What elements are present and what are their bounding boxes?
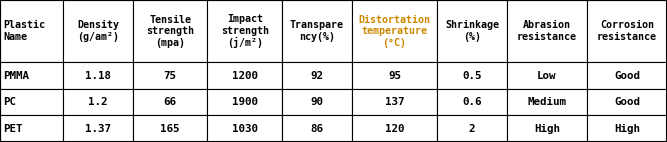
Text: 1.2: 1.2 bbox=[89, 97, 108, 107]
Bar bbox=[438, 89, 507, 115]
Bar bbox=[133, 115, 207, 142]
Text: 120: 120 bbox=[385, 124, 404, 134]
Bar bbox=[352, 115, 438, 142]
Text: Tensile
strength
(mpa): Tensile strength (mpa) bbox=[146, 15, 194, 48]
Text: Plastic
Name: Plastic Name bbox=[3, 20, 45, 42]
Text: High: High bbox=[534, 124, 560, 134]
Bar bbox=[438, 115, 507, 142]
Text: Distortation
temperature
(°C): Distortation temperature (°C) bbox=[358, 15, 430, 48]
Text: 1.37: 1.37 bbox=[85, 124, 111, 134]
Text: 2: 2 bbox=[469, 124, 476, 134]
Bar bbox=[0, 89, 63, 115]
Text: Abrasion
resistance: Abrasion resistance bbox=[517, 20, 577, 42]
Text: 92: 92 bbox=[310, 71, 323, 81]
Bar bbox=[207, 62, 282, 89]
Text: Low: Low bbox=[537, 71, 557, 81]
Bar bbox=[133, 62, 207, 89]
Bar bbox=[0, 0, 63, 62]
Text: 86: 86 bbox=[310, 124, 323, 134]
Text: 0.6: 0.6 bbox=[462, 97, 482, 107]
Text: 137: 137 bbox=[385, 97, 404, 107]
Text: 1200: 1200 bbox=[231, 71, 257, 81]
Text: Shrinkage
(%): Shrinkage (%) bbox=[445, 20, 499, 42]
Text: Corrosion
resistance: Corrosion resistance bbox=[597, 20, 657, 42]
Text: Medium: Medium bbox=[528, 97, 566, 107]
Text: Good: Good bbox=[614, 97, 640, 107]
Bar bbox=[438, 0, 507, 62]
Text: Transpare
ncy(%): Transpare ncy(%) bbox=[289, 20, 344, 42]
Text: 165: 165 bbox=[161, 124, 180, 134]
Bar bbox=[587, 0, 667, 62]
Bar bbox=[282, 62, 352, 89]
Bar bbox=[63, 62, 133, 89]
Bar bbox=[63, 89, 133, 115]
Bar bbox=[507, 89, 587, 115]
Text: Density
(g/am²): Density (g/am²) bbox=[77, 20, 119, 42]
Bar bbox=[587, 62, 667, 89]
Text: PMMA: PMMA bbox=[3, 71, 29, 81]
Bar bbox=[507, 0, 587, 62]
Bar bbox=[63, 0, 133, 62]
Text: 1900: 1900 bbox=[231, 97, 257, 107]
Bar bbox=[507, 115, 587, 142]
Text: 95: 95 bbox=[388, 71, 401, 81]
Text: Good: Good bbox=[614, 71, 640, 81]
Text: 75: 75 bbox=[163, 71, 177, 81]
Bar bbox=[352, 62, 438, 89]
Bar bbox=[63, 115, 133, 142]
Bar bbox=[133, 89, 207, 115]
Bar bbox=[587, 115, 667, 142]
Text: PET: PET bbox=[3, 124, 23, 134]
Bar bbox=[587, 89, 667, 115]
Bar bbox=[133, 0, 207, 62]
Bar bbox=[352, 0, 438, 62]
Bar bbox=[507, 62, 587, 89]
Bar bbox=[207, 115, 282, 142]
Text: 1.18: 1.18 bbox=[85, 71, 111, 81]
Text: 66: 66 bbox=[163, 97, 177, 107]
Bar bbox=[282, 0, 352, 62]
Text: 0.5: 0.5 bbox=[462, 71, 482, 81]
Text: 1030: 1030 bbox=[231, 124, 257, 134]
Text: 90: 90 bbox=[310, 97, 323, 107]
Bar bbox=[282, 89, 352, 115]
Bar bbox=[207, 89, 282, 115]
Bar bbox=[352, 89, 438, 115]
Text: Impact
strength
(j/m²): Impact strength (j/m²) bbox=[221, 14, 269, 48]
Bar bbox=[0, 62, 63, 89]
Bar bbox=[282, 115, 352, 142]
Text: PC: PC bbox=[3, 97, 16, 107]
Bar bbox=[0, 115, 63, 142]
Text: High: High bbox=[614, 124, 640, 134]
Bar bbox=[207, 0, 282, 62]
Bar bbox=[438, 62, 507, 89]
